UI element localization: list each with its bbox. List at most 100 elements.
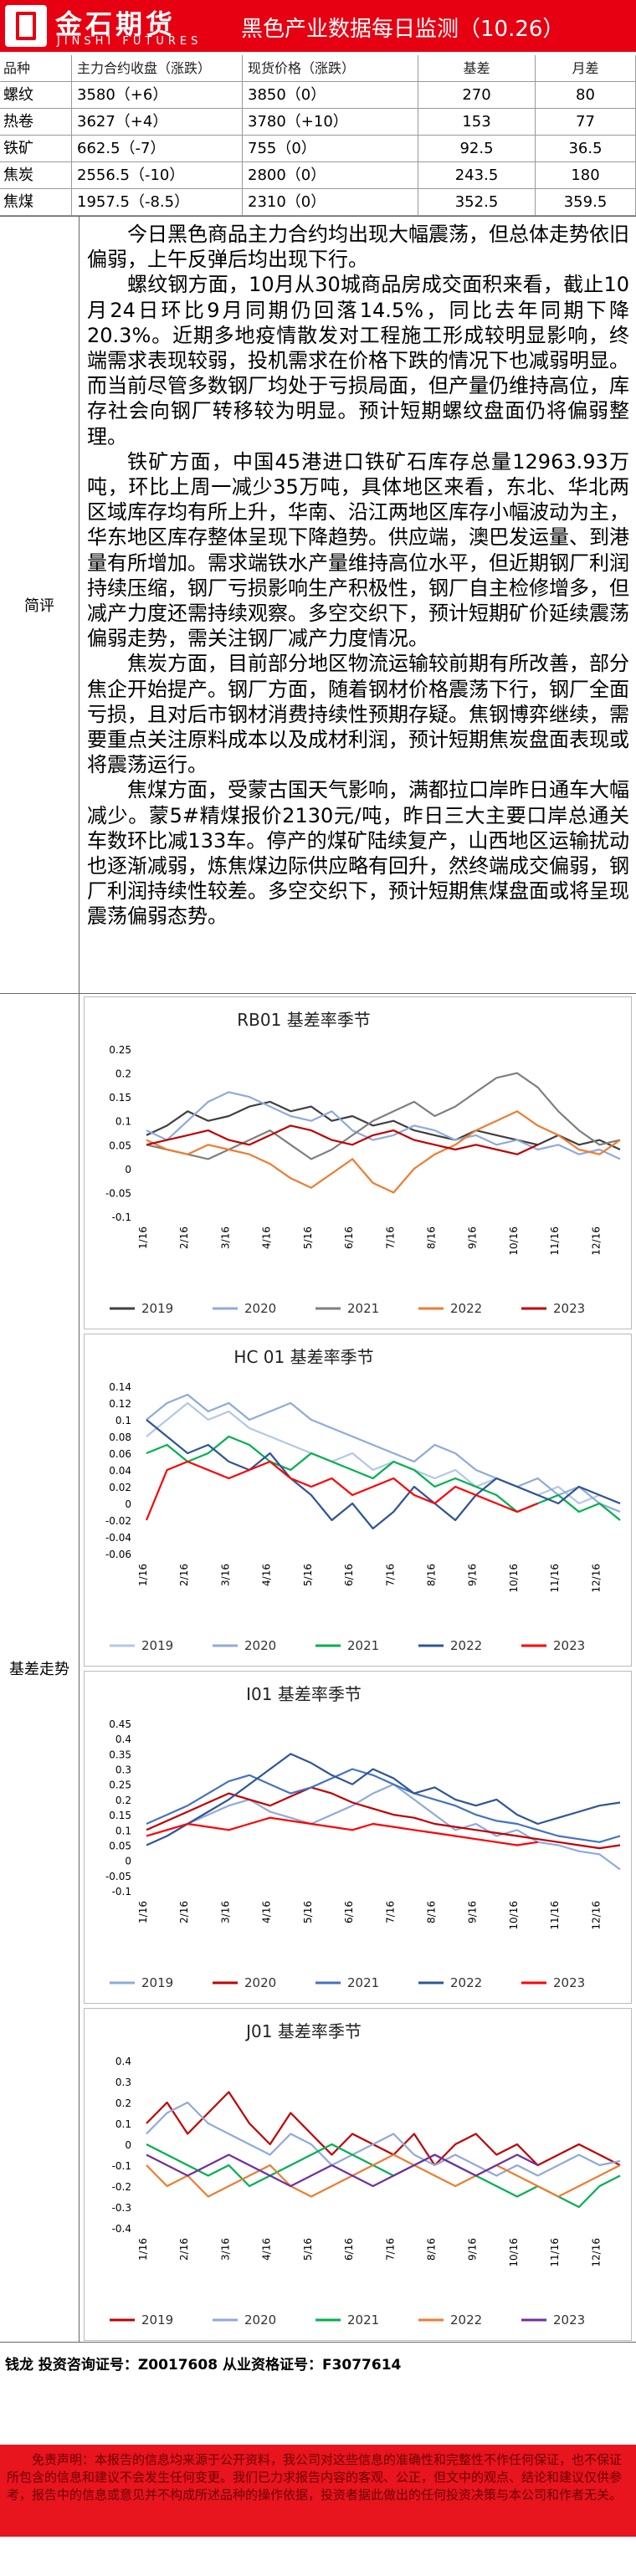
x-tick-label: 10/16 xyxy=(508,2238,520,2267)
series-line xyxy=(146,2153,621,2198)
x-tick-label: 4/16 xyxy=(261,2238,273,2261)
series-line xyxy=(146,2091,621,2167)
x-tick-label: 9/16 xyxy=(467,2238,479,2261)
y-tick-label: -0.05 xyxy=(105,1871,131,1882)
y-tick-label: 0.15 xyxy=(109,1810,131,1821)
series-line xyxy=(146,1393,621,1513)
analyst-info: 钱龙 投资咨询证号：Z0017608 从业资格证号：F3077614 xyxy=(5,2357,402,2374)
y-tick-label: -0.1 xyxy=(112,1211,131,1223)
x-tick-label: 5/16 xyxy=(302,1901,314,1923)
chart: RB01 基差率季节 -0.1 -0.05 0 0.05 0.1 0.15 0.2 0.25 1/… xyxy=(105,1010,621,1316)
y-tick-label: -0.2 xyxy=(112,2181,131,2193)
x-tick-label: 5/16 xyxy=(302,1564,314,1586)
y-tick-label: 0.1 xyxy=(115,1825,131,1836)
table-cell: 77 xyxy=(536,109,636,135)
y-tick-label: -0.3 xyxy=(112,2202,131,2214)
column-header: 月差 xyxy=(536,55,636,81)
x-tick-label: 4/16 xyxy=(261,1901,273,1923)
legend-label: 2020 xyxy=(244,1301,276,1316)
y-tick-label: 0.1 xyxy=(115,2118,131,2130)
x-tick-label: 2/16 xyxy=(178,1227,190,1249)
y-tick-label: 0.2 xyxy=(115,1795,131,1806)
y-tick-label: 0.05 xyxy=(109,1139,131,1151)
x-tick-label: 6/16 xyxy=(343,2238,355,2261)
x-tick-label: 6/16 xyxy=(343,1564,355,1586)
x-tick-label: 1/16 xyxy=(137,1564,149,1586)
y-tick-label: 0.2 xyxy=(115,2097,131,2109)
y-tick-label: 0 xyxy=(125,1856,131,1867)
legend-label: 2020 xyxy=(244,1975,276,1990)
legend-label: 2022 xyxy=(450,1301,482,1316)
chart-title: I01 基差率季节 xyxy=(246,1684,362,1704)
table-cell: 焦炭 xyxy=(0,162,72,188)
series-line xyxy=(146,1435,621,1521)
y-tick-label: 0.4 xyxy=(115,1734,131,1745)
y-tick-label: -0.02 xyxy=(105,1515,131,1527)
y-tick-label: 0 xyxy=(125,1164,131,1175)
x-tick-label: 7/16 xyxy=(384,1564,396,1586)
legend-label: 2022 xyxy=(450,1975,482,1990)
legend-label: 2023 xyxy=(553,1301,585,1316)
legend-label: 2023 xyxy=(553,1638,585,1653)
series-line xyxy=(146,1401,621,1505)
x-tick-label: 3/16 xyxy=(219,2238,231,2261)
x-tick-label: 4/16 xyxy=(261,1564,273,1586)
y-tick-label: -0.1 xyxy=(112,1886,131,1897)
legend-label: 2021 xyxy=(347,1638,379,1653)
table-row: 螺纹 3580（+6） 3850（0） 270 80 xyxy=(0,82,636,109)
legend-label: 2022 xyxy=(450,2312,482,2328)
basis-section: 基差走势 RB01 基差率季节 -0.1 -0.05 0 0.05 0.1 0.15 0.2 0… xyxy=(0,994,636,2343)
series-line xyxy=(145,1460,539,1521)
logo-icon xyxy=(5,5,47,47)
legend-label: 2020 xyxy=(244,2312,276,2328)
chart-title: J01 基差率季节 xyxy=(244,2021,362,2041)
series-line xyxy=(146,1091,621,1160)
y-tick-label: -0.4 xyxy=(112,2223,131,2235)
table-cell: 80 xyxy=(536,82,636,108)
report-title: 黑色产业数据每日监测（10.26） xyxy=(241,17,565,42)
x-tick-label: 4/16 xyxy=(261,1227,273,1249)
series-line xyxy=(146,2101,621,2177)
x-tick-label: 11/16 xyxy=(549,1227,561,1256)
x-tick-label: 10/16 xyxy=(508,1227,520,1256)
x-tick-label: 12/16 xyxy=(590,1564,602,1593)
chart-title: HC 01 基差率季节 xyxy=(233,1347,373,1367)
y-tick-label: 0.25 xyxy=(109,1044,131,1056)
table-cell: 铁矿 xyxy=(0,136,72,161)
paragraph: 焦炭方面，目前部分地区物流运输较前期有所改善，部分焦企开始提产。钢厂方面，随着钢… xyxy=(87,652,629,777)
table-cell: 36.5 xyxy=(536,136,636,161)
y-tick-label: 0.3 xyxy=(115,2077,131,2088)
x-tick-label: 9/16 xyxy=(467,1901,479,1923)
x-tick-label: 7/16 xyxy=(384,1901,396,1923)
series-line xyxy=(146,2143,621,2209)
x-tick-label: 1/16 xyxy=(137,2238,149,2261)
commentary-text: 今日黑色商品主力合约均出现大幅震荡，但总体走势依旧偏弱，上午反弹后均出现下行。螺… xyxy=(87,222,629,987)
y-tick-label: 0.08 xyxy=(109,1431,131,1443)
y-tick-label: 0.05 xyxy=(109,1840,131,1851)
chart-title: RB01 基差率季节 xyxy=(237,1010,370,1030)
x-tick-label: 2/16 xyxy=(178,2238,190,2261)
x-tick-label: 10/16 xyxy=(508,1564,520,1593)
series-line xyxy=(146,1753,621,1846)
x-tick-label: 1/16 xyxy=(137,1227,149,1249)
table-cell: 热卷 xyxy=(0,109,72,135)
y-tick-label: 0.14 xyxy=(109,1381,131,1393)
y-tick-label: 0.15 xyxy=(109,1092,131,1104)
y-tick-label: 0.06 xyxy=(109,1448,131,1460)
disclaimer: 免责声明：本报告的信息均来源于公开资料，我公司对这些信息的准确性和完整性不作任何… xyxy=(0,2445,636,2537)
x-tick-label: 8/16 xyxy=(426,2238,438,2261)
series-line xyxy=(146,1768,621,1843)
y-tick-label: 0.35 xyxy=(109,1749,131,1760)
legend-label: 2021 xyxy=(347,1975,379,1990)
y-tick-label: -0.1 xyxy=(112,2160,131,2172)
series-line xyxy=(146,1786,621,1850)
y-tick-label: 0.25 xyxy=(109,1780,131,1791)
table-cell: 180 xyxy=(536,162,636,188)
table-cell: 3627（+4） xyxy=(72,109,243,135)
x-tick-label: 2/16 xyxy=(178,1564,190,1586)
chart: HC 01 基差率季节 -0.06 -0.04 -0.02 0 0.02 0.04 0.06 0… xyxy=(105,1347,621,1653)
table-cell: 2310（0） xyxy=(243,189,418,215)
x-tick-label: 7/16 xyxy=(384,1227,396,1249)
y-tick-label: 0.02 xyxy=(109,1482,131,1493)
